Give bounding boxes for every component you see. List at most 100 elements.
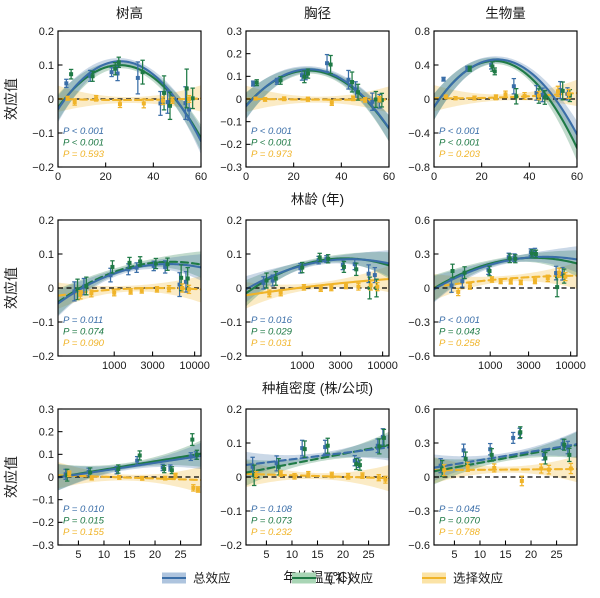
data-point [305,68,311,79]
data-point [89,475,94,481]
data-point [449,278,454,293]
x-tick-label: 10000 [179,360,210,372]
data-point [341,260,347,273]
data-point [533,249,539,259]
data-point [507,253,512,264]
data-point [87,69,93,82]
data-point [518,279,523,286]
p-value-annotation: P = 0.016 [251,315,293,326]
data-point [162,260,168,274]
y-tick-label: 0 [424,472,430,484]
data-point [278,470,283,477]
fit-line-总效应 [434,443,577,469]
data-point [508,278,513,285]
data-point [318,285,323,293]
x-tick-label: 20 [525,549,537,561]
data-point [68,68,74,80]
confidence-band-总效应 [434,56,577,148]
data-point [90,70,95,82]
data-point [154,286,160,293]
data-point [563,272,568,282]
data-point [72,98,77,106]
y-tick-label: 0 [48,283,54,295]
y-tick-label: 0 [236,472,242,484]
fit-line-选择效应 [246,97,389,101]
confidence-band-互补效应 [58,61,201,152]
data-point [262,97,268,102]
data-point [270,274,275,287]
data-point [317,252,322,263]
fit-line-选择效应 [246,472,389,480]
data-point [261,276,266,290]
data-point [543,452,548,465]
x-tick-label: 0 [55,171,61,183]
data-point [64,78,69,89]
data-point [366,264,371,284]
x-tick-label: 40 [523,171,535,183]
p-value-annotation: P = 0.232 [251,527,293,538]
y-tick-label: 0.3 [39,404,54,416]
p-value-annotation: P = 0.043 [439,327,481,338]
y-tick-label: −0.3 [408,506,430,518]
data-point [534,84,539,101]
data-point [536,90,542,101]
data-point [487,265,492,277]
data-point [518,426,523,439]
data-point [116,464,121,474]
y-tick-label: 0 [424,283,430,295]
y-tick-label: 0.2 [39,26,54,38]
x-tick-label: 10 [474,549,486,561]
x-tick-label: 5 [451,549,457,561]
data-point [375,281,380,292]
panel-dbh-standage: −0.3−0.2−0.100.10.20.30 20 40 60P < 0.001P … [220,26,395,183]
data-point [186,94,192,104]
data-point [75,278,80,301]
y-tick-label: −0.6 [408,540,430,552]
data-point [354,458,359,471]
x-tick-label: 60 [195,171,207,183]
legend-item-总效应[interactable]: 总效应 [162,570,231,585]
data-point [84,276,89,296]
data-point [503,90,508,99]
x-tick-label: 0 [431,171,437,183]
data-point [110,260,115,274]
fit-line-选择效应 [58,97,201,102]
y-tick-label: 0.2 [227,404,242,416]
data-point [117,100,123,109]
p-value-annotation: P = 0.203 [439,149,481,160]
panel-height-mat: −0.3 −0.2 −0.1 0 0.1 0.2 0.3 5 10 15 20 25 P = 0.010… [32,404,202,561]
x-tick-label: 20 [476,171,488,183]
data-point [325,254,331,264]
legend-label: 选择效应 [453,570,503,585]
x-tick-label: 3000 [328,360,352,372]
fit-line-总效应 [58,60,201,143]
p-value-annotation: P < 0.001 [439,126,480,137]
data-point [539,463,544,474]
x-tick-label: 0 [243,171,249,183]
data-point [362,97,368,103]
data-point [529,249,535,258]
y-tick-label: 0.6 [415,215,430,227]
y-tick-label: −0.1 [32,317,54,329]
y-tick-label: −0.6 [408,351,430,363]
x-tick-label: 10000 [367,360,398,372]
data-point [329,284,334,292]
data-point [78,290,83,300]
data-point [167,91,173,121]
data-point [127,256,132,269]
p-value-annotation: P = 0.029 [251,327,293,338]
data-point [301,283,307,291]
y-tick-label: 0 [424,94,430,106]
data-point [381,428,387,448]
data-point [542,90,548,105]
legend-item-互补效应[interactable]: 互补效应 [292,570,373,585]
p-value-annotation: P = 0.155 [63,527,105,538]
data-point [442,464,447,477]
p-value-annotation: P < 0.001 [251,126,292,137]
x-tick-label: 20 [337,549,349,561]
legend-item-选择效应[interactable]: 选择效应 [422,570,503,585]
data-point [137,256,143,267]
